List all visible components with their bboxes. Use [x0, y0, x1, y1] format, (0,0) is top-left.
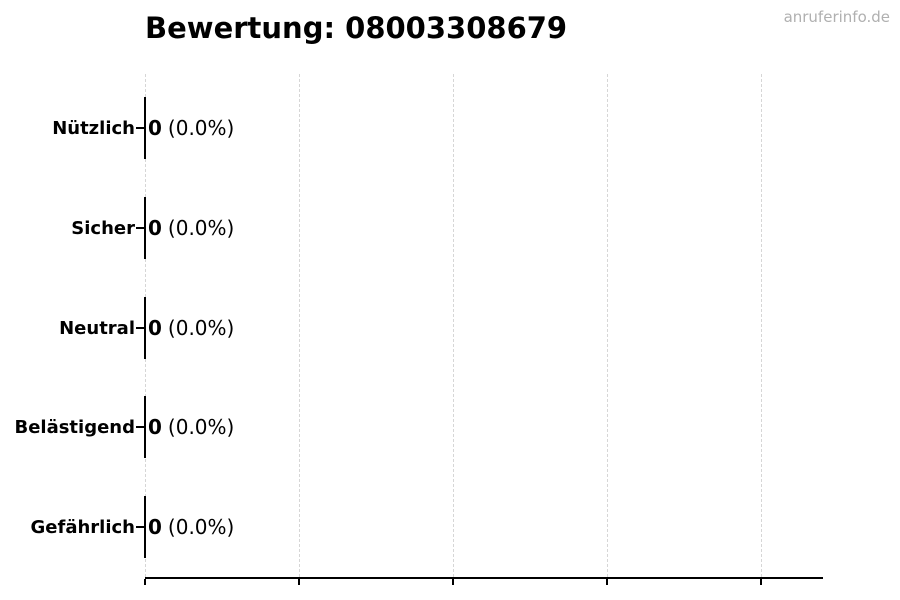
- x-axis-tick: [298, 579, 300, 585]
- category-label: Nützlich: [52, 117, 135, 139]
- category-label: Sicher: [71, 217, 135, 239]
- value-number: 0: [148, 216, 162, 240]
- value-number: 0: [148, 116, 162, 140]
- chart-row: Gefährlich 0 (0.0%): [0, 496, 900, 558]
- gridline: [453, 74, 454, 577]
- value-percent: (0.0%): [167, 515, 235, 539]
- x-axis-tick: [144, 579, 146, 585]
- bar-zero-width: [144, 197, 146, 259]
- bar-zero-width: [144, 396, 146, 458]
- chart-row: Belästigend 0 (0.0%): [0, 396, 900, 458]
- y-axis-tick: [136, 526, 144, 528]
- value-label: 0 (0.0%): [148, 97, 234, 159]
- value-label: 0 (0.0%): [148, 496, 234, 558]
- category-label: Belästigend: [14, 416, 135, 438]
- x-axis-tick: [606, 579, 608, 585]
- value-label: 0 (0.0%): [148, 197, 234, 259]
- bar-zero-width: [144, 496, 146, 558]
- value-percent: (0.0%): [167, 415, 235, 439]
- gridline: [607, 74, 608, 577]
- value-number: 0: [148, 415, 162, 439]
- y-axis-tick: [136, 127, 144, 129]
- value-label: 0 (0.0%): [148, 297, 234, 359]
- chart-title: Bewertung: 08003308679: [145, 11, 568, 45]
- chart-row: Sicher 0 (0.0%): [0, 197, 900, 259]
- x-axis-tick: [452, 579, 454, 585]
- value-label: 0 (0.0%): [148, 396, 234, 458]
- bar-zero-width: [144, 97, 146, 159]
- value-percent: (0.0%): [167, 216, 235, 240]
- value-number: 0: [148, 316, 162, 340]
- watermark-text: anruferinfo.de: [783, 8, 890, 26]
- category-label: Neutral: [59, 317, 135, 339]
- y-axis-tick: [136, 227, 144, 229]
- value-percent: (0.0%): [167, 116, 235, 140]
- x-axis-tick: [760, 579, 762, 585]
- chart-row: Nützlich 0 (0.0%): [0, 97, 900, 159]
- value-number: 0: [148, 515, 162, 539]
- chart-row: Neutral 0 (0.0%): [0, 297, 900, 359]
- x-axis-line: [145, 577, 823, 579]
- y-axis-tick: [136, 426, 144, 428]
- category-label: Gefährlich: [30, 516, 135, 538]
- gridline: [761, 74, 762, 577]
- value-percent: (0.0%): [167, 316, 235, 340]
- bar-zero-width: [144, 297, 146, 359]
- gridline: [299, 74, 300, 577]
- y-axis-tick: [136, 327, 144, 329]
